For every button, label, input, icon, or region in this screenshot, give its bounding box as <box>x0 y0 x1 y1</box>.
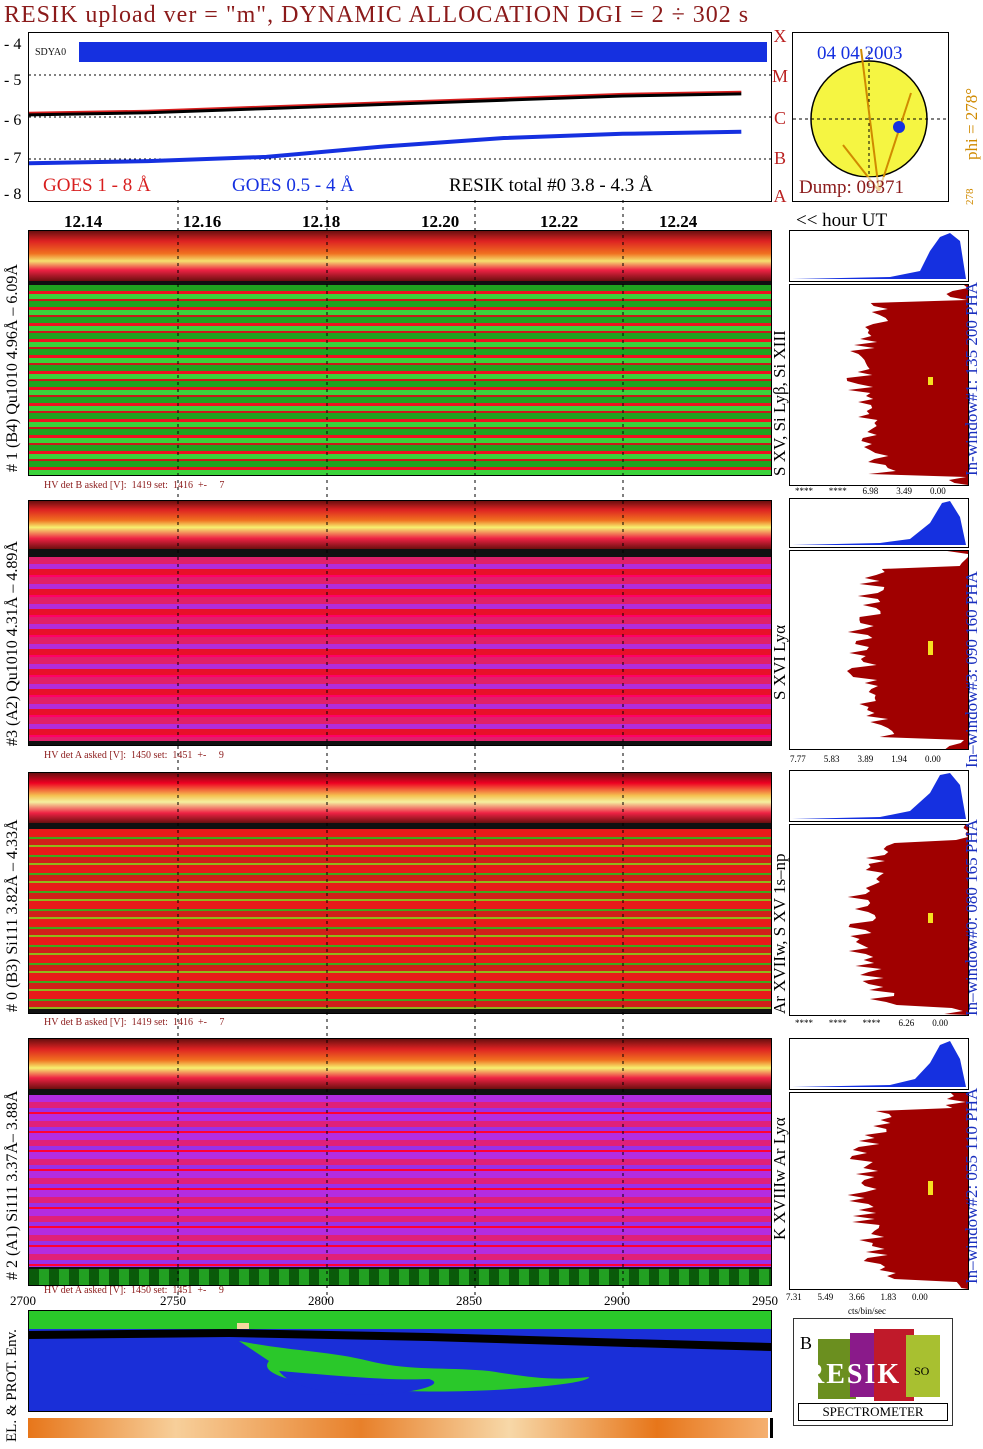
spectrum-strip-0 <box>29 773 771 823</box>
ytick-8: - 8 <box>4 186 22 203</box>
goes-lightcurve-chart <box>29 74 771 166</box>
spectrogram-panel-2 <box>28 1038 772 1286</box>
count-histogram-0 <box>789 824 969 1016</box>
panel-label-1: # 1 (B4) Qu1010 4.96Å – 6.09Å <box>4 264 21 472</box>
flare-class-a: A <box>773 186 787 206</box>
hv-label-1: HV det B asked [V]: 1419 set: 1416 +- 7 <box>44 480 225 491</box>
window-label-2: In–window#2: 055 110 PHA <box>962 1087 981 1284</box>
count-histogram-2 <box>789 1092 969 1290</box>
environment-panel <box>28 1310 772 1412</box>
upper-blue-band <box>79 42 767 62</box>
hour-tick-1222: 12.22 <box>540 212 579 231</box>
hist-axis-0: **** **** **** 6.26 0.00 <box>795 1018 948 1028</box>
spectrum-strip-3 <box>29 501 771 549</box>
flare-class-c: C <box>773 108 786 128</box>
flare-class-x: X <box>773 26 787 46</box>
hour-tick-1214: 12.14 <box>64 212 103 231</box>
svg-text:B: B <box>800 1333 812 1353</box>
line-id-3: S XVI Lyα <box>770 624 789 700</box>
hour-tick-1218: 12.18 <box>302 212 341 231</box>
colorbar-end-marker <box>770 1418 773 1438</box>
ytick-6: - 6 <box>4 112 22 129</box>
window-label-3: In–window#3: 090 160 PHA <box>962 571 981 768</box>
hist-axis-3: 7.77 5.83 3.89 1.94 0.00 <box>790 754 941 764</box>
env-xtick-2750: 2750 <box>160 1293 186 1308</box>
main-title: RESIK upload ver = "m", DYNAMIC ALLOCATI… <box>4 2 750 28</box>
spectrum-strip-2 <box>29 1039 771 1089</box>
line-id-2: K XVIIIw Ar Lyα <box>770 1117 789 1240</box>
goes-series-line <box>29 90 742 114</box>
phi-angle: phi = 278° <box>962 87 981 160</box>
environment-map <box>29 1311 771 1395</box>
spectrum-strip-1 <box>29 231 771 281</box>
spectrogram-panel-3 <box>28 500 772 746</box>
ytick-4: - 4 <box>4 36 22 53</box>
sun-disk-box: 04 04 2003 Dump: 09371 <box>792 32 949 202</box>
logo-text: RESIK <box>804 1359 902 1390</box>
count-histogram-3 <box>789 550 969 750</box>
spectrogram-image-0 <box>29 829 771 1009</box>
resik-logo-graphic: B SO <box>800 1329 940 1401</box>
resik-logo: B SO RESIK SPECTROMETER <box>793 1318 953 1426</box>
env-xtick-2850: 2850 <box>456 1293 482 1308</box>
hour-tick-1220: 12.20 <box>421 212 460 231</box>
spectrogram-image-1 <box>29 285 771 475</box>
env-xtick-2900: 2900 <box>604 1293 630 1308</box>
logo-subtitle: SPECTROMETER <box>798 1403 948 1421</box>
legend-resik-total: RESIK total #0 3.8 - 4.3 Å <box>449 175 653 196</box>
panel-label-0: # 0 (B3) Si111 3.82Å – 4.33Å <box>4 819 21 1012</box>
svg-text:SO: SO <box>914 1364 930 1378</box>
hour-tick-1224: 12.24 <box>659 212 698 231</box>
goes-lightcurve-panel: SDYA0 GOES 1 - 8 Å GOES 0.5 - 4 Å RESIK … <box>28 32 772 202</box>
bottom-colorbar <box>28 1418 768 1438</box>
hist-axis-unit: cts/bin/sec <box>848 1306 886 1316</box>
window-label-0: In–window#0: 080 165 PHA <box>962 819 981 1016</box>
env-label: EL. & PROT. Env. <box>4 1329 20 1442</box>
hour-axis-label: << hour UT <box>796 210 888 231</box>
count-histogram-1 <box>789 284 969 486</box>
ytick-5: - 5 <box>4 72 22 89</box>
spectrogram-panel-0 <box>28 772 772 1014</box>
env-xtick-2800: 2800 <box>308 1293 334 1308</box>
env-xtick-2950: 2950 <box>752 1293 778 1308</box>
pha-histogram-0 <box>789 770 969 822</box>
hv-label-0: HV det B asked [V]: 1419 set: 1416 +- 7 <box>44 1017 225 1028</box>
observation-date: 04 04 2003 <box>817 43 903 64</box>
window-label-1: In-window#1: 135 200 PHA <box>962 281 981 476</box>
spectrogram-image-3 <box>29 557 771 741</box>
goes-series-line <box>29 129 742 166</box>
panel-label-2: # 2 (A1) Si111 3.37Å– 3.88Å <box>4 1090 21 1280</box>
pha-histogram-1 <box>789 230 969 282</box>
flare-class-m: M <box>772 66 789 86</box>
env-xtick-2700: 2700 <box>10 1293 36 1308</box>
line-id-0: Ar XVIIw, S XV 1s–np <box>770 853 789 1014</box>
sdya-tag: SDYA0 <box>35 47 67 58</box>
hv-label-3: HV det A asked [V]: 1450 set: 1451 +- 9 <box>44 750 224 761</box>
legend-goes-05-4: GOES 0.5 - 4 Å <box>232 175 354 196</box>
goes-series-line <box>29 92 742 117</box>
pha-histogram-3 <box>789 498 969 548</box>
hour-tick-1216: 12.16 <box>183 212 222 231</box>
spectrogram-bottom-strip-2 <box>29 1269 771 1285</box>
hour-gridlines <box>177 200 624 1300</box>
pha-histogram-2 <box>789 1038 969 1090</box>
spectrogram-panel-1 <box>28 230 772 476</box>
flare-class-b: B <box>773 148 786 168</box>
hist-axis-1: **** **** 6.98 3.49 0.00 <box>795 486 946 496</box>
hist-axis-2: 7.31 5.49 3.66 1.83 0.00 <box>786 1292 928 1302</box>
dump-number: Dump: 09371 <box>799 177 905 199</box>
spectrogram-image-2 <box>29 1095 771 1267</box>
legend-goes-1-8: GOES 1 - 8 Å <box>43 175 151 196</box>
hv-label-2: HV det A asked [V]: 1450 set: 1451 +- 9 <box>44 1285 224 1296</box>
panel-label-3: #3 (A2) Qu1010 4.31Å – 4.89Å <box>4 541 21 746</box>
ytick-7: - 7 <box>4 150 22 167</box>
line-id-1: S XV, Si Lyβ, Si XIII <box>770 330 789 476</box>
